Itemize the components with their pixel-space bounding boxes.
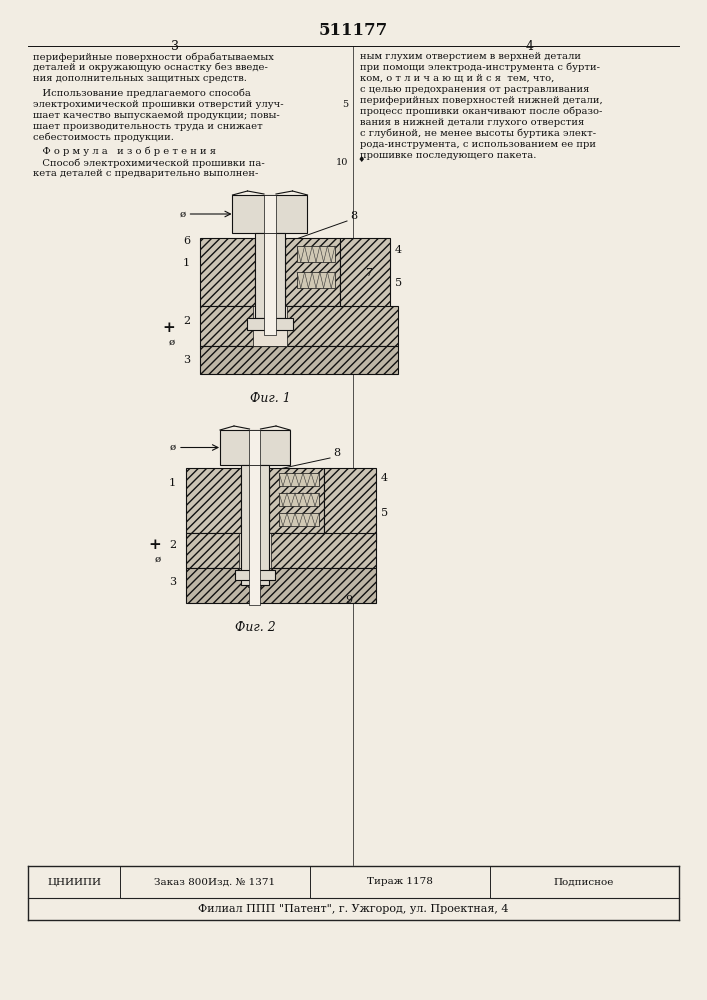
Text: ♦: ♦ <box>358 155 366 164</box>
Text: электрохимической прошивки отверстий улуч-: электрохимической прошивки отверстий улу… <box>33 100 284 109</box>
Text: с целью предохранения от растравливания: с целью предохранения от растравливания <box>360 85 590 94</box>
Text: рода-инструмента, с использованием ее при: рода-инструмента, с использованием ее пр… <box>360 140 596 149</box>
Text: Заказ 800Изд. № 1371: Заказ 800Изд. № 1371 <box>154 878 276 886</box>
Text: 4: 4 <box>395 245 402 255</box>
Text: 2: 2 <box>169 540 176 550</box>
Text: Фиг. 1: Фиг. 1 <box>250 392 291 405</box>
Text: ния дополнительных защитных средств.: ния дополнительных защитных средств. <box>33 74 247 83</box>
Bar <box>297 246 335 262</box>
Bar <box>285 238 340 306</box>
Bar <box>264 195 276 233</box>
Text: периферийные поверхности обрабатываемых: периферийные поверхности обрабатываемых <box>33 52 274 62</box>
Bar <box>250 465 260 605</box>
Bar <box>239 533 271 568</box>
Text: ø: ø <box>169 338 175 347</box>
Text: 4: 4 <box>381 473 388 483</box>
Text: Подписное: Подписное <box>554 878 614 886</box>
Text: 3: 3 <box>169 577 176 587</box>
Text: +: + <box>148 538 161 552</box>
Text: 1: 1 <box>183 258 190 268</box>
Text: ным глухим отверстием в верхней детали: ным глухим отверстием в верхней детали <box>360 52 581 61</box>
Text: 6: 6 <box>183 236 190 246</box>
Text: ЦНИИПИ: ЦНИИПИ <box>47 878 101 886</box>
Text: 10: 10 <box>336 158 348 167</box>
Text: 2: 2 <box>183 316 190 326</box>
Bar <box>269 468 324 533</box>
Text: +: + <box>162 321 175 335</box>
Bar <box>324 468 376 543</box>
Text: с глубиной, не менее высоты буртика элект-: с глубиной, не менее высоты буртика элек… <box>360 129 596 138</box>
Text: периферийных поверхностей нижней детали,: периферийных поверхностей нижней детали, <box>360 96 603 105</box>
Bar <box>255 233 285 318</box>
Bar <box>220 430 290 465</box>
Bar <box>264 233 276 335</box>
Bar <box>186 533 376 568</box>
Bar <box>241 465 269 585</box>
Text: 1: 1 <box>169 478 176 488</box>
Text: ø: ø <box>155 554 161 564</box>
Text: прошивке последующего пакета.: прошивке последующего пакета. <box>360 151 537 160</box>
Text: Тираж 1178: Тираж 1178 <box>367 878 433 886</box>
Text: шает производительность труда и снижает: шает производительность труда и снижает <box>33 122 263 131</box>
Text: 511177: 511177 <box>318 22 387 39</box>
Text: 5: 5 <box>395 278 402 288</box>
Text: при помощи электрода-инструмента с бурти-: при помощи электрода-инструмента с бурти… <box>360 63 600 73</box>
Text: ø: ø <box>170 443 176 452</box>
Bar <box>233 195 308 233</box>
Bar <box>186 468 241 533</box>
Text: 4: 4 <box>526 40 534 53</box>
Text: Филиал ППП "Патент", г. Ужгород, ул. Проектная, 4: Филиал ППП "Патент", г. Ужгород, ул. Про… <box>198 904 508 914</box>
Text: 3: 3 <box>183 355 190 365</box>
Text: 9: 9 <box>345 595 352 605</box>
Text: процесс прошивки оканчивают после образо-: процесс прошивки оканчивают после образо… <box>360 107 602 116</box>
Text: деталей и окружающую оснастку без введе-: деталей и окружающую оснастку без введе- <box>33 63 268 73</box>
Bar <box>340 238 390 311</box>
Bar <box>200 238 255 306</box>
Text: 3: 3 <box>171 40 179 53</box>
Text: Использование предлагаемого способа: Использование предлагаемого способа <box>33 89 251 99</box>
Bar <box>200 306 398 346</box>
Text: себестоимость продукции.: себестоимость продукции. <box>33 133 174 142</box>
Text: 7: 7 <box>365 268 372 278</box>
Bar <box>279 513 319 526</box>
Bar <box>235 570 275 580</box>
Bar <box>186 568 376 603</box>
Text: Фиг. 2: Фиг. 2 <box>235 621 275 634</box>
Bar <box>279 493 319 506</box>
Bar <box>247 318 293 330</box>
Text: ø: ø <box>180 210 185 219</box>
Bar <box>200 346 398 374</box>
Text: 8: 8 <box>350 211 357 221</box>
Bar <box>253 306 287 346</box>
Text: вания в нижней детали глухого отверстия: вания в нижней детали глухого отверстия <box>360 118 584 127</box>
Text: кета деталей с предварительно выполнен-: кета деталей с предварительно выполнен- <box>33 169 258 178</box>
Text: Способ электрохимической прошивки па-: Способ электрохимической прошивки па- <box>33 158 264 167</box>
Bar <box>248 571 262 587</box>
Bar <box>297 272 335 288</box>
Text: 5: 5 <box>342 100 348 109</box>
Text: Ф о р м у л а   и з о б р е т е н и я: Ф о р м у л а и з о б р е т е н и я <box>33 147 216 156</box>
Bar <box>279 473 319 486</box>
Text: 8: 8 <box>333 448 340 458</box>
Text: шает качество выпускаемой продукции; повы-: шает качество выпускаемой продукции; пов… <box>33 111 280 120</box>
Bar <box>250 430 260 465</box>
Text: 5: 5 <box>381 508 388 518</box>
Text: ком, о т л и ч а ю щ и й с я  тем, что,: ком, о т л и ч а ю щ и й с я тем, что, <box>360 74 554 83</box>
